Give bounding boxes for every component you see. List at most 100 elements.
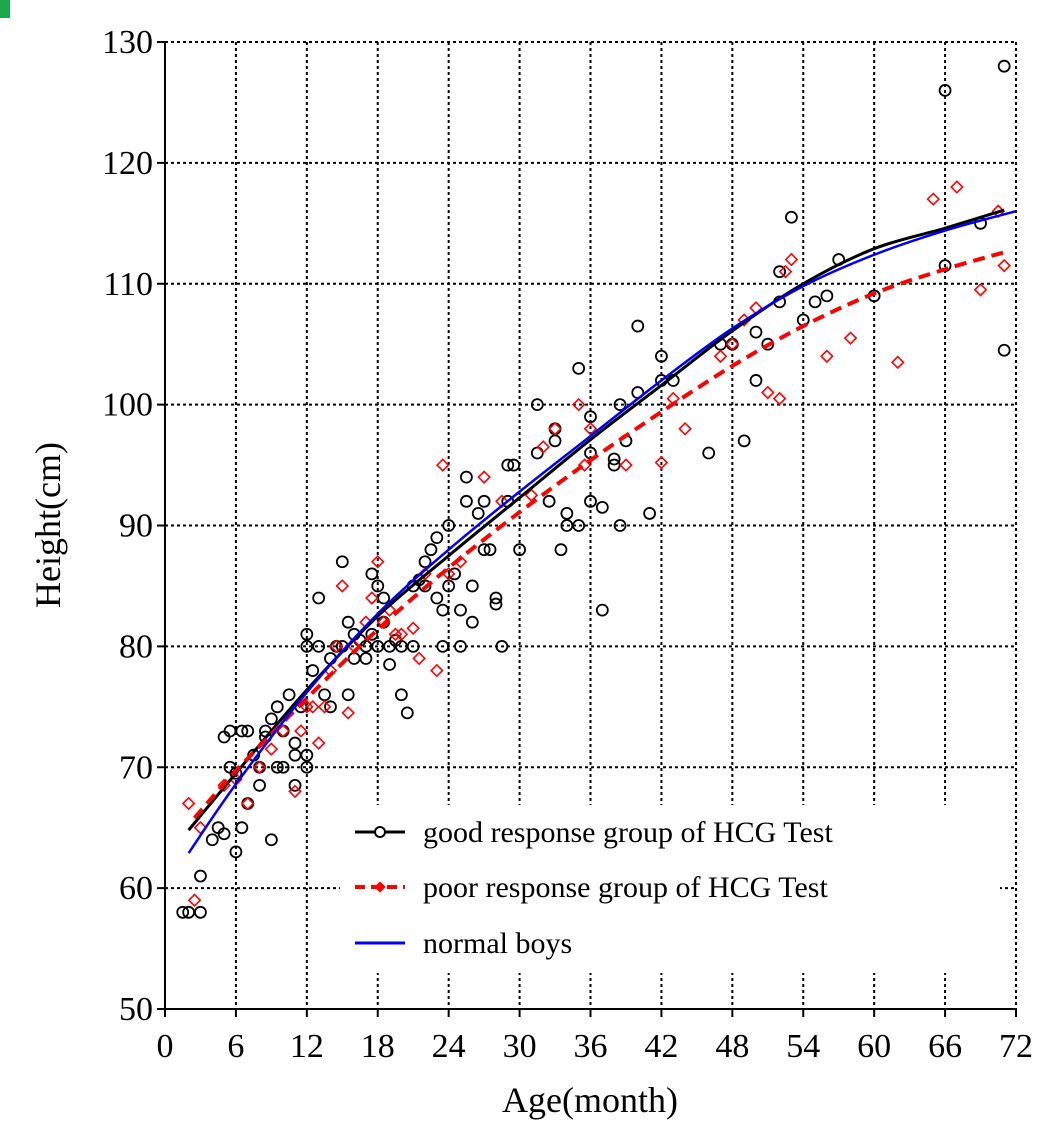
poor-response-point (619, 458, 633, 472)
poor-response-point (317, 700, 332, 714)
good-response-point (513, 543, 526, 557)
corner-marker (0, 0, 10, 18)
poor-response-point (926, 192, 941, 206)
poor-response-point (370, 554, 385, 569)
good-response-point (495, 639, 509, 653)
good-response-point (253, 778, 266, 792)
poor-response-point (288, 784, 302, 799)
good-response-point (359, 652, 373, 665)
poor-response-point (713, 349, 728, 364)
good-response-point (465, 615, 479, 629)
x-tick-label: 6 (227, 1028, 244, 1065)
good-response-point (702, 446, 716, 460)
legend: good response group of HCG Test poor res… (340, 805, 1000, 973)
poor-response-point (950, 180, 964, 194)
good-response-point (530, 446, 544, 460)
good-response-point (312, 591, 326, 605)
good-response-point (477, 543, 491, 557)
good-response-point (394, 688, 408, 702)
good-response-point (383, 658, 396, 671)
x-tick-label: 0 (157, 1028, 174, 1065)
good-response-point (176, 905, 190, 919)
good-response-point (530, 398, 544, 412)
good-response-point (424, 543, 438, 557)
good-response-point (483, 543, 497, 557)
y-tick-label: 50 (119, 991, 153, 1028)
good-response-point (264, 833, 278, 847)
good-response-point (489, 597, 503, 611)
poor-response-point (240, 796, 255, 811)
good-response-point (808, 295, 822, 309)
good-response-point (595, 500, 609, 514)
good-response-point (773, 265, 787, 279)
good-response-point (318, 688, 331, 702)
good-response-point (548, 422, 562, 436)
good-response-point (820, 289, 834, 303)
poor-response-point (335, 579, 350, 593)
poor-response-point (784, 252, 799, 267)
poor-response-point (725, 337, 740, 351)
good-response-point (430, 591, 444, 605)
good-response-point (300, 760, 314, 774)
tick-labels: 0 6 12 18 24 30 36 42 48 54 60 66 72 50 60 70 80 90 100 110… (102, 24, 1033, 1065)
data-points (176, 59, 1011, 919)
legend-good-marker (374, 826, 386, 838)
good-response-point (595, 603, 609, 617)
good-response-point (235, 821, 249, 835)
good-response-point (194, 869, 207, 883)
good-response-point (276, 760, 290, 774)
good-response-point (737, 434, 751, 448)
poor-response-point (772, 391, 787, 406)
poor-response-point (181, 796, 196, 811)
good-response-point (288, 736, 302, 750)
poor-response-point (654, 455, 669, 470)
poor-response-point (997, 258, 1011, 273)
normal-boys-curve (187, 210, 1017, 854)
good-response-point (454, 603, 467, 617)
good-response-point (217, 827, 231, 841)
x-tick-label: 42 (644, 1028, 678, 1065)
legend-normal-label: normal boys (423, 927, 572, 960)
poor-response-point (264, 742, 279, 756)
good-response-point (454, 639, 467, 653)
good-response-point (235, 724, 249, 738)
good-response-point (430, 531, 444, 544)
good-response-point (341, 688, 355, 702)
good-response-point (300, 748, 314, 762)
poor-response-point (365, 591, 379, 605)
good-response-point (607, 452, 621, 466)
poor-response-point (536, 440, 551, 454)
good-response-point (459, 494, 473, 508)
poor-response-point (305, 700, 320, 714)
good-response-point (442, 519, 456, 532)
poor-response-point (311, 736, 326, 750)
x-tick-label: 18 (361, 1028, 395, 1065)
good-response-point (371, 579, 385, 593)
good-response-point (306, 664, 320, 677)
good-response-point (501, 458, 515, 472)
good-response-point (270, 700, 284, 714)
good-response-point (241, 724, 255, 738)
axes (157, 41, 1017, 1017)
good-response-point (560, 507, 574, 520)
good-response-point (749, 374, 763, 387)
x-axis-label: Age(month) (502, 1080, 678, 1120)
poor-response-point (524, 488, 539, 503)
good-response-point (631, 319, 645, 333)
x-tick-label: 48 (715, 1028, 749, 1065)
y-tick-label: 90 (119, 508, 153, 545)
good-response-point (436, 639, 450, 653)
good-response-point (436, 603, 450, 617)
poor-response-point (973, 283, 988, 297)
good-response-point (572, 361, 586, 375)
poor-response-point (761, 385, 775, 400)
good-response-point (465, 579, 479, 593)
good-response-point (400, 706, 414, 720)
poor-response-point (341, 706, 355, 720)
good-response-point (448, 567, 461, 581)
good-response-point (749, 325, 763, 339)
good-response-point (406, 639, 420, 653)
fit-curves (187, 208, 1017, 854)
poor-response-point (548, 422, 562, 436)
good-response-point (613, 519, 627, 532)
